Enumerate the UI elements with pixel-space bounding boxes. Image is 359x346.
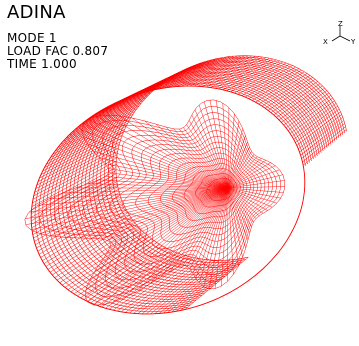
face-spoke-line: [228, 188, 263, 213]
face-spoke-line: [93, 188, 228, 305]
face-spoke-line: [138, 188, 228, 291]
outer-axial-line: [288, 98, 333, 131]
outer-ring-line: [93, 64, 335, 275]
outer-axial-line: [151, 59, 215, 91]
time-label: TIME 1.000: [7, 57, 77, 71]
face-spoke-line: [195, 110, 228, 188]
outer-axial-line: [35, 196, 120, 245]
mode-label: MODE 1: [7, 31, 57, 45]
axis-x-label: X: [323, 38, 328, 46]
outer-axial-line: [46, 123, 127, 164]
outer-axial-line: [81, 88, 156, 124]
outer-axial-line: [160, 58, 223, 89]
outer-axial-line: [33, 186, 118, 234]
face-spoke-line: [228, 175, 283, 188]
outer-ring-line: [35, 85, 306, 312]
outer-axial-line: [265, 77, 313, 108]
outer-axial-line: [279, 88, 325, 120]
face-spoke-line: [190, 188, 228, 269]
outer-ring-line: [51, 79, 314, 302]
outer-axial-line: [68, 237, 149, 290]
face-spoke-line: [156, 124, 228, 188]
front-rim-outline: [31, 86, 305, 314]
face-spoke-line: [228, 188, 268, 211]
outer-axial-line: [139, 62, 205, 94]
axis-triad: Z X Y: [320, 20, 358, 54]
outer-axial-line: [126, 65, 194, 98]
outer-axial-line: [303, 130, 346, 166]
face-spoke-line: [228, 188, 259, 216]
outer-axial-line: [130, 64, 197, 97]
outer-ring-line: [31, 86, 303, 314]
axis-z-label: Z: [338, 20, 343, 28]
face-spoke-line: [228, 108, 229, 188]
app-title: ADINA: [7, 2, 66, 23]
face-spoke-line: [215, 188, 228, 289]
face-spoke-line: [145, 121, 228, 188]
axis-y-label: Y: [351, 38, 355, 46]
load-factor-label: LOAD FAC 0.807: [7, 44, 108, 58]
outer-axial-line: [274, 84, 320, 115]
outer-axial-line: [134, 63, 201, 95]
face-spoke-line: [83, 124, 228, 188]
face-spoke-line: [228, 188, 277, 203]
